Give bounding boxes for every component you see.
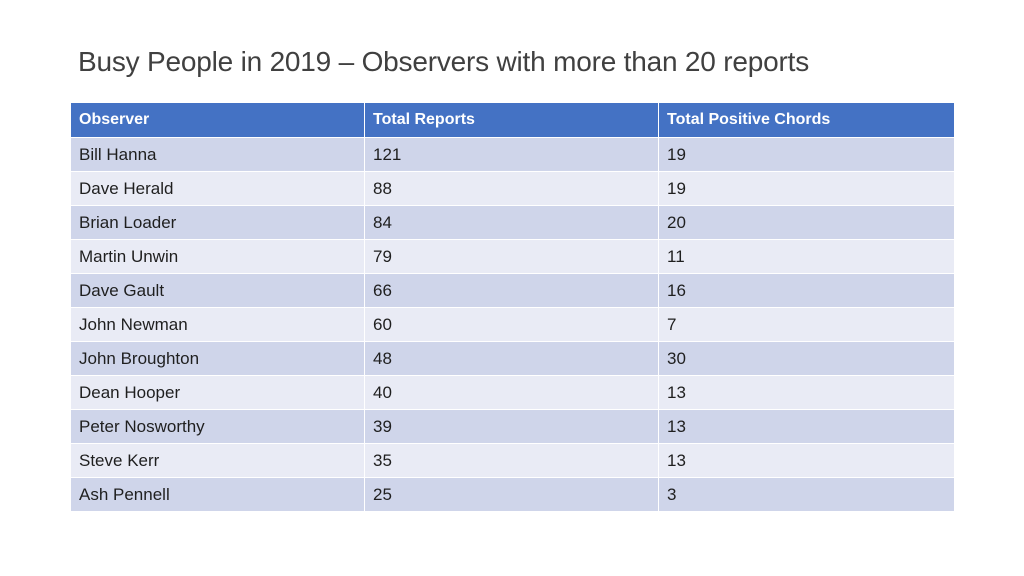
total-positive-chords-cell: 30 — [658, 341, 955, 376]
total-reports-cell: 39 — [364, 409, 659, 444]
total-positive-chords-cell: 13 — [658, 443, 955, 478]
observer-cell: Ash Pennell — [70, 477, 365, 512]
total-positive-chords-cell: 19 — [658, 171, 955, 206]
table-row: Dean Hooper 40 13 — [70, 375, 955, 410]
total-positive-chords-cell: 20 — [658, 205, 955, 240]
table-row: Dave Gault 66 16 — [70, 273, 955, 308]
table-row: John Newman 60 7 — [70, 307, 955, 342]
total-reports-cell: 84 — [364, 205, 659, 240]
total-positive-chords-cell: 13 — [658, 409, 955, 444]
total-reports-cell: 88 — [364, 171, 659, 206]
total-positive-chords-cell: 19 — [658, 137, 955, 172]
observers-table: Observer Total Reports Total Positive Ch… — [70, 102, 955, 512]
table-header-row: Observer Total Reports Total Positive Ch… — [70, 102, 955, 138]
table-row: Dave Herald 88 19 — [70, 171, 955, 206]
table-row: Ash Pennell 25 3 — [70, 477, 955, 512]
observer-cell: John Newman — [70, 307, 365, 342]
table-row: Peter Nosworthy 39 13 — [70, 409, 955, 444]
total-reports-cell: 79 — [364, 239, 659, 274]
table-row: Bill Hanna 121 19 — [70, 137, 955, 172]
observer-cell: Martin Unwin — [70, 239, 365, 274]
observer-cell: Steve Kerr — [70, 443, 365, 478]
observer-cell: Dean Hooper — [70, 375, 365, 410]
total-positive-chords-cell: 16 — [658, 273, 955, 308]
column-header-observer: Observer — [70, 102, 365, 138]
observer-cell: Peter Nosworthy — [70, 409, 365, 444]
total-reports-cell: 66 — [364, 273, 659, 308]
total-reports-cell: 60 — [364, 307, 659, 342]
total-reports-cell: 48 — [364, 341, 659, 376]
total-positive-chords-cell: 7 — [658, 307, 955, 342]
observer-cell: Dave Herald — [70, 171, 365, 206]
table-row: Martin Unwin 79 11 — [70, 239, 955, 274]
column-header-total-reports: Total Reports — [364, 102, 659, 138]
observer-cell: Bill Hanna — [70, 137, 365, 172]
total-reports-cell: 121 — [364, 137, 659, 172]
table-row: Brian Loader 84 20 — [70, 205, 955, 240]
table-row: Steve Kerr 35 13 — [70, 443, 955, 478]
observer-cell: John Broughton — [70, 341, 365, 376]
total-positive-chords-cell: 13 — [658, 375, 955, 410]
table-body: Bill Hanna 121 19 Dave Herald 88 19 Brian Load… — [70, 137, 955, 512]
page-title: Busy People in 2019 – Observers with mor… — [78, 46, 809, 77]
observer-cell: Brian Loader — [70, 205, 365, 240]
total-reports-cell: 40 — [364, 375, 659, 410]
total-positive-chords-cell: 3 — [658, 477, 955, 512]
total-positive-chords-cell: 11 — [658, 239, 955, 274]
table-row: John Broughton 48 30 — [70, 341, 955, 376]
total-reports-cell: 25 — [364, 477, 659, 512]
total-reports-cell: 35 — [364, 443, 659, 478]
column-header-total-positive-chords: Total Positive Chords — [658, 102, 955, 138]
observer-cell: Dave Gault — [70, 273, 365, 308]
